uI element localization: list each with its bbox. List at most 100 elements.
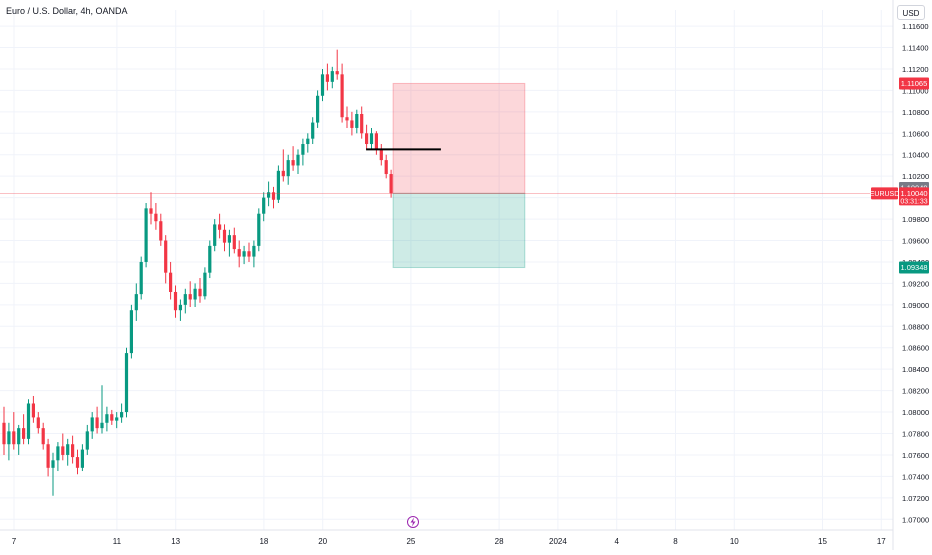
candle <box>80 444 84 472</box>
candle <box>291 146 295 171</box>
candle <box>66 438 70 466</box>
candle-body <box>374 133 378 150</box>
candle-body <box>129 310 133 354</box>
y-tick-label: 1.07600 <box>902 451 929 460</box>
candle-body <box>369 133 374 145</box>
candle <box>227 229 231 257</box>
candle <box>360 106 364 139</box>
x-tick-label: 2024 <box>549 537 567 546</box>
candle-body <box>360 114 364 134</box>
candle <box>316 90 320 128</box>
candle <box>330 66 334 89</box>
candle-body <box>203 272 207 297</box>
candle-body <box>188 294 192 300</box>
x-tick-label: 18 <box>259 537 268 546</box>
candle-body <box>301 144 305 155</box>
candle <box>56 442 60 472</box>
take-profit-zone[interactable] <box>392 192 526 269</box>
grid <box>0 10 893 530</box>
candle <box>12 412 16 450</box>
chart-title: Euro / U.S. Dollar, 4h, OANDA <box>6 6 128 16</box>
y-tick-label: 1.07200 <box>902 494 929 503</box>
candle <box>237 240 241 268</box>
y-tick-label: 1.08000 <box>902 408 929 417</box>
candle <box>144 202 148 268</box>
drawings[interactable] <box>0 148 893 528</box>
candle-body <box>237 249 241 257</box>
stop-price-label-bg <box>899 77 929 90</box>
candle-body <box>36 417 40 429</box>
candle <box>276 165 280 203</box>
candle <box>149 192 153 225</box>
candle-body <box>345 117 349 121</box>
candle-body <box>105 414 109 423</box>
candle-body <box>242 251 246 257</box>
candle <box>159 213 163 246</box>
candle <box>75 449 80 475</box>
candle <box>120 403 124 423</box>
candle <box>164 235 168 284</box>
candle-body <box>384 160 388 175</box>
candle <box>90 412 94 439</box>
candle <box>2 406 6 455</box>
x-tick-label: 8 <box>673 537 678 546</box>
candle-body <box>80 449 84 468</box>
stop-price-label-text: 1.11065 <box>901 79 928 88</box>
candle-body <box>31 403 35 418</box>
candle-body <box>134 294 138 311</box>
candle <box>51 452 55 496</box>
candle-body <box>340 74 344 118</box>
candle <box>311 117 315 145</box>
candles <box>2 49 393 496</box>
candle-body <box>379 149 383 161</box>
y-tick-label: 1.11400 <box>902 44 929 53</box>
candle <box>281 149 285 182</box>
candle-body <box>95 417 99 429</box>
candle-body <box>252 245 256 257</box>
candle <box>46 438 50 477</box>
candle <box>7 422 11 461</box>
y-tick-label: 1.07400 <box>902 472 929 481</box>
candle-body <box>267 192 271 198</box>
candle <box>262 192 266 222</box>
candle-body <box>120 412 124 418</box>
candle <box>257 208 261 252</box>
candle-body <box>169 272 173 292</box>
candle <box>232 227 236 254</box>
candle-body <box>7 431 11 445</box>
candle <box>320 68 325 102</box>
candle-body <box>2 422 6 445</box>
stop-loss-zone[interactable] <box>392 82 526 194</box>
candle-body <box>41 428 45 445</box>
candle-body <box>355 114 359 128</box>
event-marker-icon[interactable] <box>407 516 419 528</box>
candle-body <box>46 444 50 468</box>
candle-body <box>71 444 75 458</box>
candle <box>218 213 222 239</box>
candle <box>208 240 212 279</box>
candle-body <box>110 414 114 421</box>
candle <box>85 424 89 455</box>
candle <box>345 106 349 128</box>
lightning-icon <box>410 517 416 527</box>
target-price-label-bg <box>899 261 929 274</box>
candle-body <box>218 224 222 230</box>
candle-body <box>208 245 212 273</box>
candle-body <box>330 71 334 82</box>
candle <box>124 347 129 418</box>
currency-button[interactable]: USD <box>897 5 925 20</box>
candle <box>173 285 178 318</box>
x-tick-label: 13 <box>171 537 180 546</box>
candle-body <box>232 235 236 250</box>
candle <box>100 385 104 434</box>
candle-body <box>56 446 60 461</box>
countdown-text: 03:31:33 <box>900 198 927 205</box>
position-tool[interactable] <box>392 82 526 269</box>
candle-body <box>22 428 26 439</box>
candle-body <box>247 251 251 257</box>
candle <box>301 138 305 166</box>
candle <box>389 169 393 198</box>
x-tick-label: 17 <box>877 537 886 546</box>
